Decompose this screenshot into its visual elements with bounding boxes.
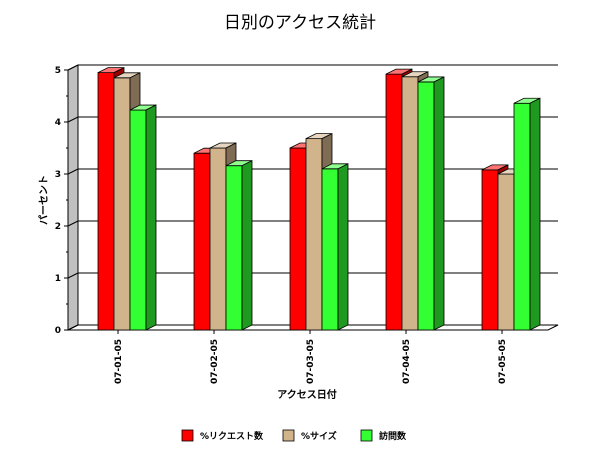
bar-front [225, 165, 243, 331]
bar-front [481, 169, 499, 331]
x-tick-label: 07-01-05 [114, 339, 124, 384]
bar [417, 76, 445, 331]
legend-label: 訪問数 [379, 430, 407, 442]
y-tick-label: 3 [55, 170, 61, 180]
bar-front [193, 152, 211, 331]
bar-front [417, 81, 435, 331]
y-tick-label: 5 [55, 66, 61, 76]
bar-side [145, 104, 157, 331]
bar [129, 104, 157, 331]
bar-side [433, 76, 445, 331]
gridline-diagonal [67, 64, 79, 71]
y-tick-label: 4 [55, 118, 61, 128]
bar-side [241, 160, 253, 331]
legend: %リクエスト数 %サイズ 訪問数 [181, 429, 407, 442]
bar-front [305, 138, 323, 331]
y-axis-label: パーセント [38, 175, 50, 225]
bar-side [529, 97, 541, 331]
legend-label: %リクエスト数 [200, 430, 264, 442]
bar-front [129, 109, 147, 331]
gridline-diagonal [67, 116, 79, 123]
x-tick-label: 07-04-05 [402, 339, 412, 384]
bar [225, 160, 253, 331]
bar [513, 97, 541, 331]
x-tick-label: 07-05-05 [498, 339, 508, 384]
legend-item: 訪問数 [360, 429, 407, 442]
legend-swatch [282, 429, 295, 442]
y-tick-label: 1 [55, 274, 61, 284]
x-tick-label: 07-02-05 [210, 339, 220, 384]
bar-front [289, 147, 307, 331]
gridline-diagonal [67, 324, 79, 331]
bar-front [497, 173, 515, 331]
legend-swatch [360, 429, 373, 442]
y-axis-ticks: 0 1 2 3 4 5 [55, 66, 68, 336]
bars [97, 66, 541, 331]
bar-side [337, 163, 349, 331]
gridline-diagonal [67, 220, 79, 227]
bar-front [97, 72, 115, 331]
bar-front [113, 77, 131, 331]
chart-title: 日別のアクセス統計 [224, 13, 376, 33]
bar-front [321, 168, 339, 331]
legend-label: %サイズ [301, 430, 337, 442]
bar-front [385, 73, 403, 331]
gridline-diagonal [67, 168, 79, 175]
legend-item: %リクエスト数 [181, 429, 264, 442]
bar-front [401, 76, 419, 331]
bar-front [209, 147, 227, 331]
legend-item: %サイズ [282, 429, 337, 442]
x-axis-ticks: 07-01-05 07-02-05 07-03-05 07-04-05 07-05-05 [114, 330, 508, 384]
side-wall [67, 64, 79, 331]
y-tick-label: 2 [55, 222, 61, 232]
x-tick-label: 07-03-05 [306, 339, 316, 384]
bar-front [513, 102, 531, 331]
x-axis-label: アクセス日付 [277, 388, 337, 401]
y-tick-label: 0 [55, 326, 61, 336]
gridline-diagonal [67, 272, 79, 279]
legend-swatch [181, 429, 194, 442]
bar [321, 163, 349, 331]
